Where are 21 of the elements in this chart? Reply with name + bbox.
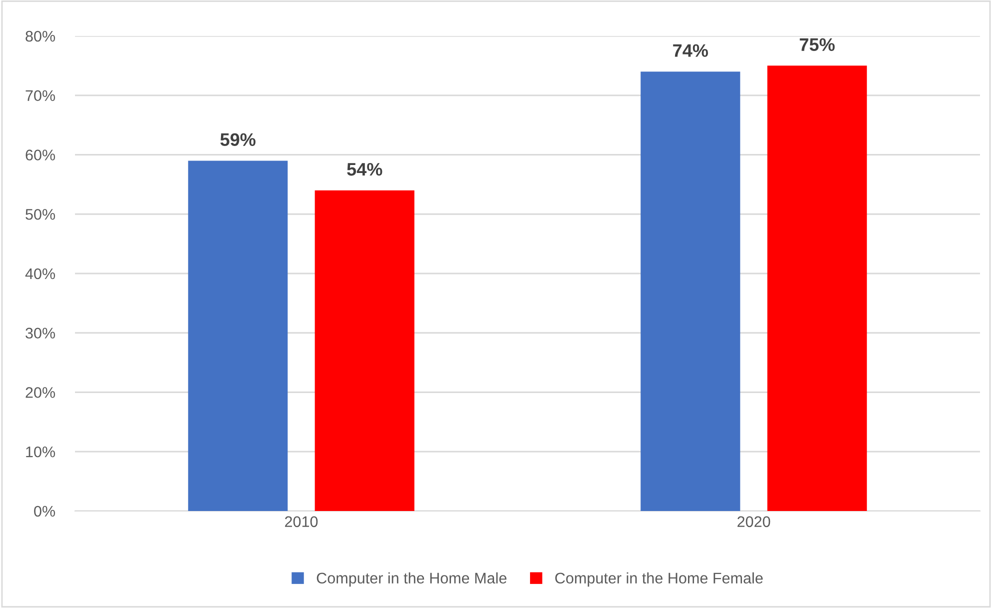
bar (767, 66, 867, 511)
y-tick-label: 30% (26, 328, 56, 339)
data-label: 54% (347, 162, 382, 176)
legend-label: Computer in the Home Male (316, 572, 506, 587)
bar (314, 190, 414, 511)
y-tick-label: 50% (26, 208, 56, 220)
bar (188, 160, 288, 511)
legend-label: Computer in the Home Female (555, 572, 763, 587)
data-label: 74% (673, 44, 708, 57)
data-label: 75% (800, 38, 835, 52)
bar (640, 72, 740, 511)
data-label: 59% (220, 133, 256, 146)
y-tick-label: 80% (26, 30, 56, 42)
y-tick-label: 0% (34, 506, 56, 517)
y-tick-label: 60% (26, 150, 56, 160)
y-tick-label: 20% (26, 387, 56, 398)
x-tick-label: 2010 (285, 516, 318, 528)
y-tick-label: 40% (25, 268, 56, 280)
y-tick-label: 70% (26, 90, 56, 102)
x-tick-label: 2020 (738, 516, 770, 528)
y-tick-label: 10% (26, 446, 56, 458)
